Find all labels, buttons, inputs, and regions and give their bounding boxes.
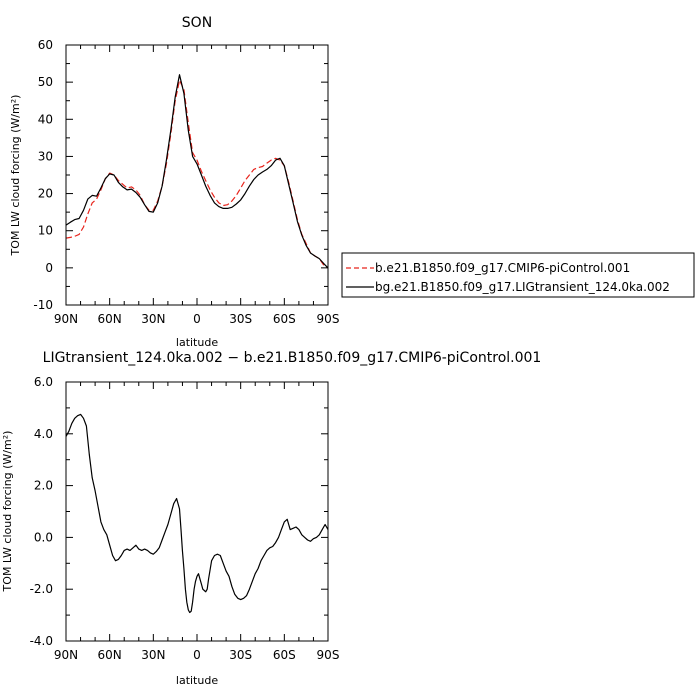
top-chart-y-tick-label: 50 bbox=[38, 75, 53, 89]
top-chart-x-tick-label: 90N bbox=[54, 312, 78, 326]
bottom-chart-x-tick-label: 30N bbox=[141, 648, 165, 662]
bottom-chart-y-tick-label: 4.0 bbox=[34, 427, 53, 441]
bottom-chart-x-tick-label: 90N bbox=[54, 648, 78, 662]
bottom-chart-x-axis-label: latitude bbox=[176, 674, 218, 687]
bottom-chart-x-tick-label: 60S bbox=[273, 648, 296, 662]
bottom-chart-series-group bbox=[65, 413, 329, 614]
top-chart-y-tick-label: 40 bbox=[38, 112, 53, 126]
top-chart-title: SON bbox=[182, 15, 212, 31]
top-chart-x-tick-label: 60S bbox=[273, 312, 296, 326]
bottom-chart-y-tick-label: 2.0 bbox=[34, 479, 53, 493]
bottom-chart: LIGtransient_124.0ka.002 − b.e21.B1850.f… bbox=[1, 350, 541, 687]
top-chart-x-tick-label: 30N bbox=[141, 312, 165, 326]
top-chart-series-group bbox=[65, 74, 329, 269]
bottom-chart-x-tick-label: 60N bbox=[98, 648, 122, 662]
top-chart-y-axis-label-text: TOM LW cloud forcing (W/m²) bbox=[9, 95, 22, 257]
top-chart-y-axis-label: TOM LW cloud forcing (W/m²) bbox=[9, 95, 22, 257]
legend-label-ligtransient: bg.e21.B1850.f09_g17.LIGtransient_124.0k… bbox=[375, 280, 670, 294]
bottom-chart-y-tick-label: 0.0 bbox=[34, 530, 53, 544]
top-chart-x-axis-label: latitude bbox=[176, 336, 218, 349]
top-chart-y-tick-label: 10 bbox=[38, 224, 53, 238]
top-chart-y-tick-label: -10 bbox=[33, 298, 53, 312]
top-chart-x-tick-label: 90S bbox=[317, 312, 340, 326]
bottom-chart-x-tick-label: 90S bbox=[317, 648, 340, 662]
top-chart: SON TOM LW cloud forcing (W/m²) latitude… bbox=[9, 15, 695, 349]
bottom-chart-series-line-0 bbox=[65, 413, 329, 614]
top-chart-y-tick-label: 30 bbox=[38, 149, 53, 163]
top-chart-series-line-1 bbox=[65, 74, 329, 269]
top-chart-x-tick-label: 30S bbox=[229, 312, 252, 326]
top-chart-x-tick-label: 0 bbox=[193, 312, 201, 326]
bottom-chart-y-tick-label: -2.0 bbox=[30, 582, 53, 596]
top-chart-y-tick-label: 20 bbox=[38, 187, 53, 201]
top-chart-axes: 90N 60N 30N 0 30S 60S 90S -10 0 10 20 30 40 50 60 bbox=[33, 38, 339, 326]
legend-box bbox=[341, 252, 695, 298]
bottom-chart-y-tick-label: 6.0 bbox=[34, 375, 53, 389]
top-chart-y-tick-label: 60 bbox=[38, 38, 53, 52]
bottom-chart-axes: 90N 60N 30N 0 30S 60S 90S -4.0 -2.0 0.0 2.0 4.0 6.0 bbox=[30, 375, 340, 662]
bottom-chart-y-axis-label-text: TOM LW cloud forcing (W/m²) bbox=[1, 431, 14, 593]
bottom-chart-title: LIGtransient_124.0ka.002 − b.e21.B1850.f… bbox=[43, 350, 542, 366]
bottom-chart-y-tick-label: -4.0 bbox=[30, 634, 53, 648]
bottom-chart-x-tick-label: 30S bbox=[229, 648, 252, 662]
top-chart-y-tick-label: 0 bbox=[45, 261, 53, 275]
bottom-chart-x-tick-label: 0 bbox=[193, 648, 201, 662]
legend-label-control: b.e21.B1850.f09_g17.CMIP6-piControl.001 bbox=[375, 261, 630, 275]
top-chart-legend: b.e21.B1850.f09_g17.CMIP6-piControl.001 … bbox=[341, 252, 695, 298]
bottom-chart-y-axis-label: TOM LW cloud forcing (W/m²) bbox=[1, 431, 14, 593]
top-chart-x-tick-label: 60N bbox=[98, 312, 122, 326]
